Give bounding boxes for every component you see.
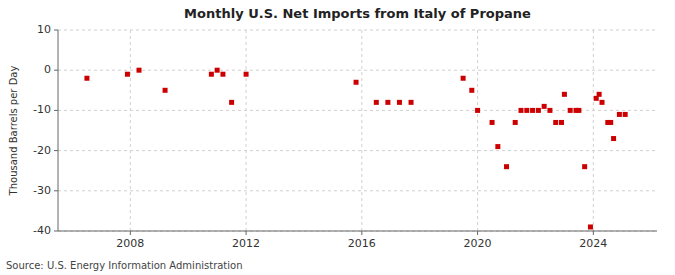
point <box>530 108 535 113</box>
point <box>562 92 567 97</box>
y-axis-label: Thousand Barrels per Day <box>8 66 19 197</box>
y-tick-label: -10 <box>33 103 51 116</box>
point <box>490 120 495 125</box>
y-tick-label: -40 <box>33 224 51 237</box>
chart: -40 -30 -20 -10 0 10 2008 2012 2016 2020 2024 Month… <box>0 0 675 275</box>
x-grid-line <box>593 30 594 231</box>
x-tick <box>477 231 478 235</box>
y-grid-line <box>58 70 657 71</box>
point <box>611 136 616 141</box>
point <box>125 72 130 77</box>
point <box>385 100 390 105</box>
y-grid-line <box>58 30 657 31</box>
point <box>608 120 613 125</box>
point <box>475 108 480 113</box>
point <box>163 88 168 93</box>
y-tick-label: 10 <box>37 23 51 36</box>
y-tick-label: -30 <box>33 184 51 197</box>
grid <box>58 30 657 231</box>
x-tick <box>593 231 594 235</box>
point <box>513 120 518 125</box>
y-tick <box>54 110 58 111</box>
y-tick <box>54 30 58 31</box>
point <box>568 108 573 113</box>
x-grid-line <box>361 30 362 231</box>
y-tick <box>54 190 58 191</box>
point <box>374 100 379 105</box>
point <box>209 72 214 77</box>
point <box>84 76 89 81</box>
x-tick <box>361 231 362 235</box>
point <box>547 108 552 113</box>
point <box>397 100 402 105</box>
point <box>461 76 466 81</box>
y-tick <box>54 150 58 151</box>
y-grid-line <box>58 110 657 111</box>
x-grid-line <box>246 30 247 231</box>
y-grid-line <box>58 190 657 191</box>
point <box>600 100 605 105</box>
y-tick-label: 0 <box>44 63 51 76</box>
page: {"chart_data": { "type": "scatter", "tit… <box>0 0 675 275</box>
y-grid-line <box>58 231 657 232</box>
point <box>354 80 359 85</box>
x-axis-line <box>58 231 657 232</box>
x-grid-line <box>130 30 131 231</box>
title: Monthly U.S. Net Imports from Italy of P… <box>184 6 531 21</box>
point <box>559 120 564 125</box>
point <box>495 144 500 149</box>
point <box>409 100 414 105</box>
point <box>597 92 602 97</box>
x-tick <box>130 231 131 235</box>
y-grid-line <box>58 150 657 151</box>
point <box>244 72 249 77</box>
point <box>542 104 547 109</box>
point <box>469 88 474 93</box>
x-grid-line <box>477 30 478 231</box>
point <box>617 112 622 117</box>
point <box>553 120 558 125</box>
point <box>137 68 142 73</box>
x-tick <box>246 231 247 235</box>
point <box>518 108 523 113</box>
point <box>623 112 628 117</box>
y-tick-label: -20 <box>33 144 51 157</box>
point <box>582 164 587 169</box>
point <box>220 72 225 77</box>
point <box>536 108 541 113</box>
x-tick-label: 2024 <box>579 237 607 250</box>
point <box>524 108 529 113</box>
y-tick <box>54 231 58 232</box>
x-tick-label: 2012 <box>232 237 260 250</box>
point <box>215 68 220 73</box>
point <box>588 224 593 229</box>
point <box>229 100 234 105</box>
axes: -40 -30 -20 -10 0 10 2008 2012 2016 2020 2024 <box>33 23 657 250</box>
x-tick-label: 2020 <box>464 237 492 250</box>
source-note: Source: U.S. Energy Information Administ… <box>6 260 243 271</box>
y-axis-line <box>58 30 59 231</box>
point <box>576 108 581 113</box>
points <box>84 68 627 230</box>
point <box>504 164 509 169</box>
y-tick <box>54 70 58 71</box>
x-tick-label: 2008 <box>116 237 144 250</box>
x-tick-label: 2016 <box>348 237 376 250</box>
